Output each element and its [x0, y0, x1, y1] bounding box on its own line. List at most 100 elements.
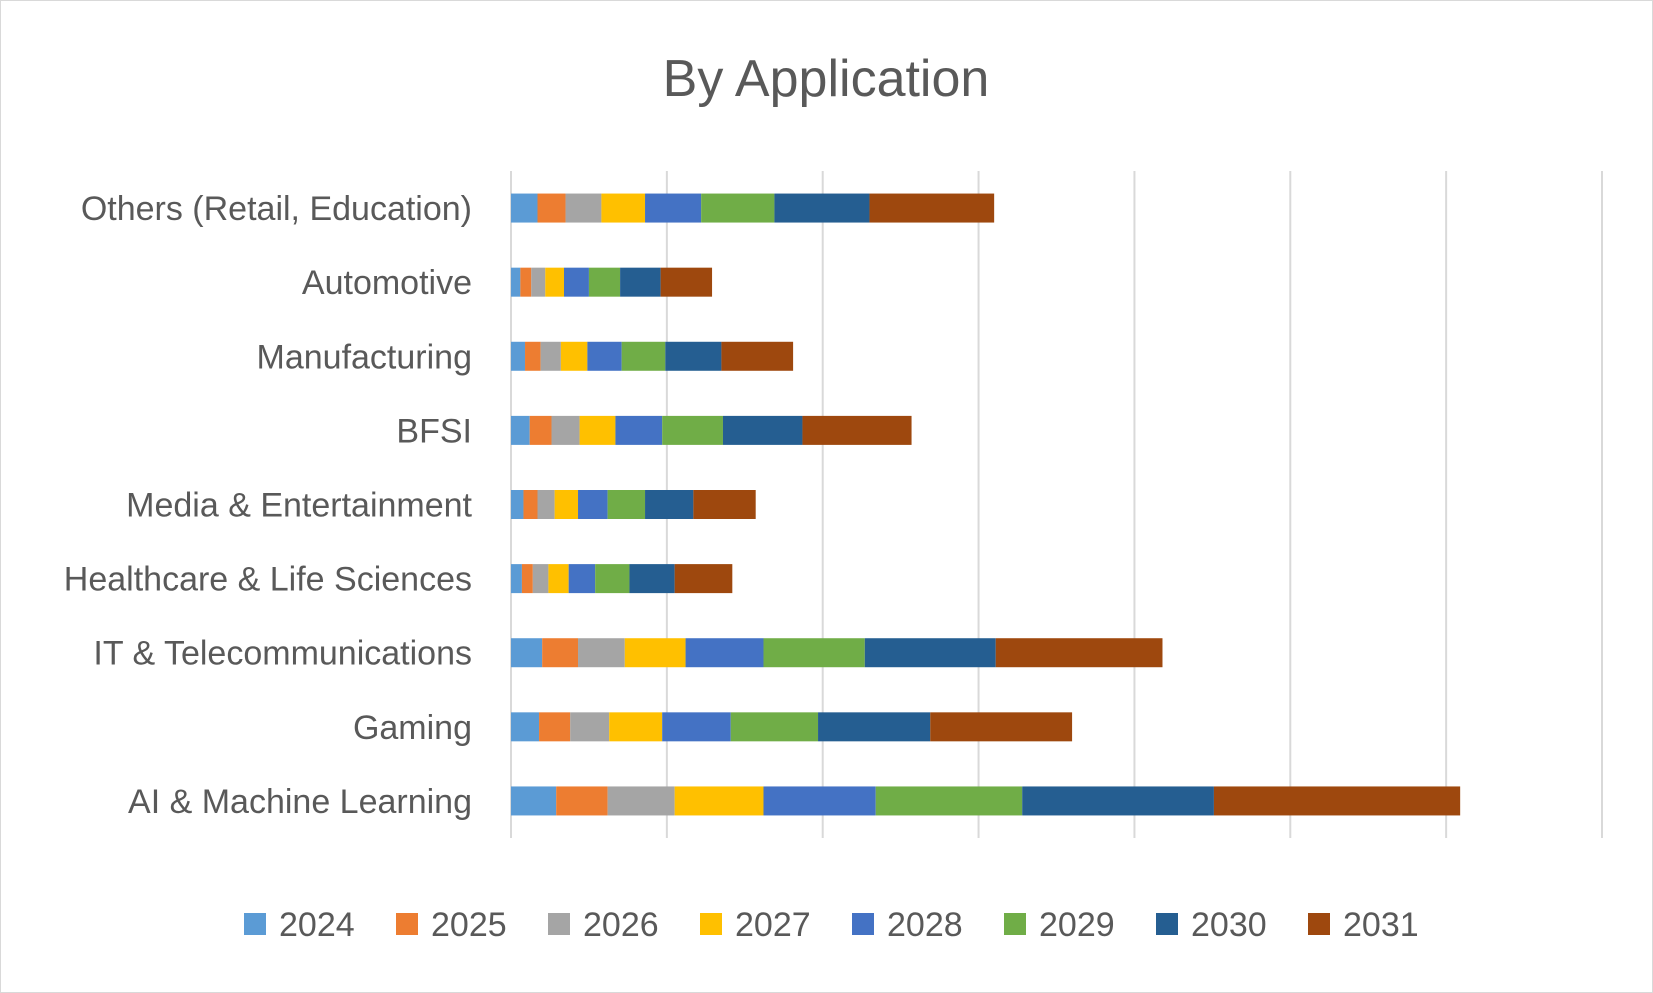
legend-swatch — [700, 913, 722, 935]
bar-2024-4 — [511, 490, 524, 519]
bar-2029-5 — [662, 415, 723, 445]
legend-label: 2025 — [431, 906, 507, 944]
legend-item-2029: 2029 — [1004, 906, 1115, 944]
bar-2031-3 — [674, 564, 733, 594]
bar-2028-3 — [568, 564, 596, 594]
legend-label: 2029 — [1039, 906, 1115, 944]
bar-2027-2 — [624, 638, 686, 668]
bar-2028-8 — [645, 193, 702, 223]
bar-2026-4 — [537, 490, 555, 519]
bar-2024-2 — [511, 638, 543, 668]
bar-2026-5 — [551, 415, 580, 445]
bar-2026-7 — [531, 267, 546, 297]
category-label: AI & Machine Learning — [128, 783, 472, 821]
bar-2025-0 — [556, 786, 608, 816]
bar-2025-7 — [520, 267, 532, 297]
bar-2029-0 — [875, 786, 1023, 816]
category-label: Gaming — [353, 709, 472, 747]
bar-2026-3 — [532, 564, 549, 594]
legend-item-2026: 2026 — [548, 906, 659, 944]
bar-2030-4 — [645, 490, 694, 519]
bar-2024-0 — [511, 786, 557, 816]
category-label: Automotive — [302, 264, 472, 302]
legend-label: 2026 — [583, 906, 659, 944]
bar-2027-3 — [548, 564, 569, 594]
bar-2024-7 — [511, 267, 521, 297]
bar-2028-4 — [578, 490, 608, 519]
bar-2029-1 — [730, 712, 819, 742]
legend-item-2031: 2031 — [1308, 906, 1419, 944]
bar-2025-4 — [523, 490, 538, 519]
bar-2031-4 — [693, 490, 756, 519]
category-label: BFSI — [396, 412, 472, 450]
bar-2030-7 — [620, 267, 661, 297]
bar-2031-1 — [930, 712, 1073, 742]
legend-swatch — [852, 913, 874, 935]
bar-2027-6 — [560, 341, 588, 371]
bar-2029-3 — [595, 564, 630, 594]
legend-item-2025: 2025 — [396, 906, 507, 944]
bar-2028-6 — [587, 341, 622, 371]
bar-2030-1 — [818, 712, 931, 742]
legend-swatch — [1308, 913, 1330, 935]
legend-label: 2024 — [279, 906, 355, 944]
legend-swatch — [396, 913, 418, 935]
bar-series — [511, 193, 1461, 816]
legend-swatch — [1004, 913, 1026, 935]
legend-label: 2027 — [735, 906, 811, 944]
bar-2024-8 — [511, 193, 538, 223]
bar-2030-0 — [1022, 786, 1214, 816]
bar-2025-5 — [529, 415, 552, 445]
legend-label: 2031 — [1343, 906, 1419, 944]
bar-2028-1 — [662, 712, 731, 742]
legend-swatch — [548, 913, 570, 935]
chart-title: By Application — [663, 50, 990, 108]
bar-2030-5 — [722, 415, 803, 445]
bar-2031-8 — [869, 193, 995, 223]
legend-item-2030: 2030 — [1156, 906, 1267, 944]
category-label: Healthcare & Life Sciences — [64, 561, 472, 599]
bar-2024-5 — [511, 415, 530, 445]
bar-2028-2 — [685, 638, 764, 668]
category-label: Media & Entertainment — [126, 487, 472, 525]
legend-label: 2030 — [1191, 906, 1267, 944]
bar-2026-2 — [578, 638, 625, 668]
bar-2029-7 — [588, 267, 621, 297]
bar-2029-6 — [621, 341, 666, 371]
bar-2026-1 — [570, 712, 610, 742]
category-label: IT & Telecommunications — [93, 635, 472, 673]
bar-2029-8 — [701, 193, 775, 223]
bar-2029-4 — [607, 490, 646, 519]
bar-2030-2 — [864, 638, 996, 668]
bar-2031-5 — [802, 415, 912, 445]
bar-2031-6 — [721, 341, 794, 371]
bar-2028-7 — [563, 267, 589, 297]
bar-2026-0 — [607, 786, 675, 816]
bar-2031-0 — [1213, 786, 1461, 816]
bar-2025-8 — [537, 193, 566, 223]
bar-2027-0 — [674, 786, 764, 816]
bar-2027-4 — [554, 490, 579, 519]
category-labels: AI & Machine Learning Gaming IT & Telecomm… — [64, 190, 473, 821]
bar-2026-6 — [540, 341, 561, 371]
bar-2030-6 — [665, 341, 722, 371]
bar-2025-3 — [521, 564, 533, 594]
bar-2031-2 — [995, 638, 1163, 668]
bar-2024-1 — [511, 712, 540, 742]
category-label: Others (Retail, Education) — [81, 190, 472, 228]
bar-2025-6 — [525, 341, 541, 371]
bar-2027-8 — [601, 193, 646, 223]
bar-2025-1 — [539, 712, 571, 742]
bar-2025-2 — [542, 638, 579, 668]
legend-label: 2028 — [887, 906, 963, 944]
bar-2024-3 — [511, 564, 522, 594]
legend-item-2024: 2024 — [244, 906, 355, 944]
bar-2026-8 — [565, 193, 602, 223]
legend-item-2027: 2027 — [700, 906, 811, 944]
bar-2030-8 — [774, 193, 870, 223]
legend: 2024 2025 2026 2027 2028 2029 2030 2031 — [244, 906, 1419, 944]
bar-2031-7 — [660, 267, 713, 297]
bar-2027-5 — [579, 415, 616, 445]
